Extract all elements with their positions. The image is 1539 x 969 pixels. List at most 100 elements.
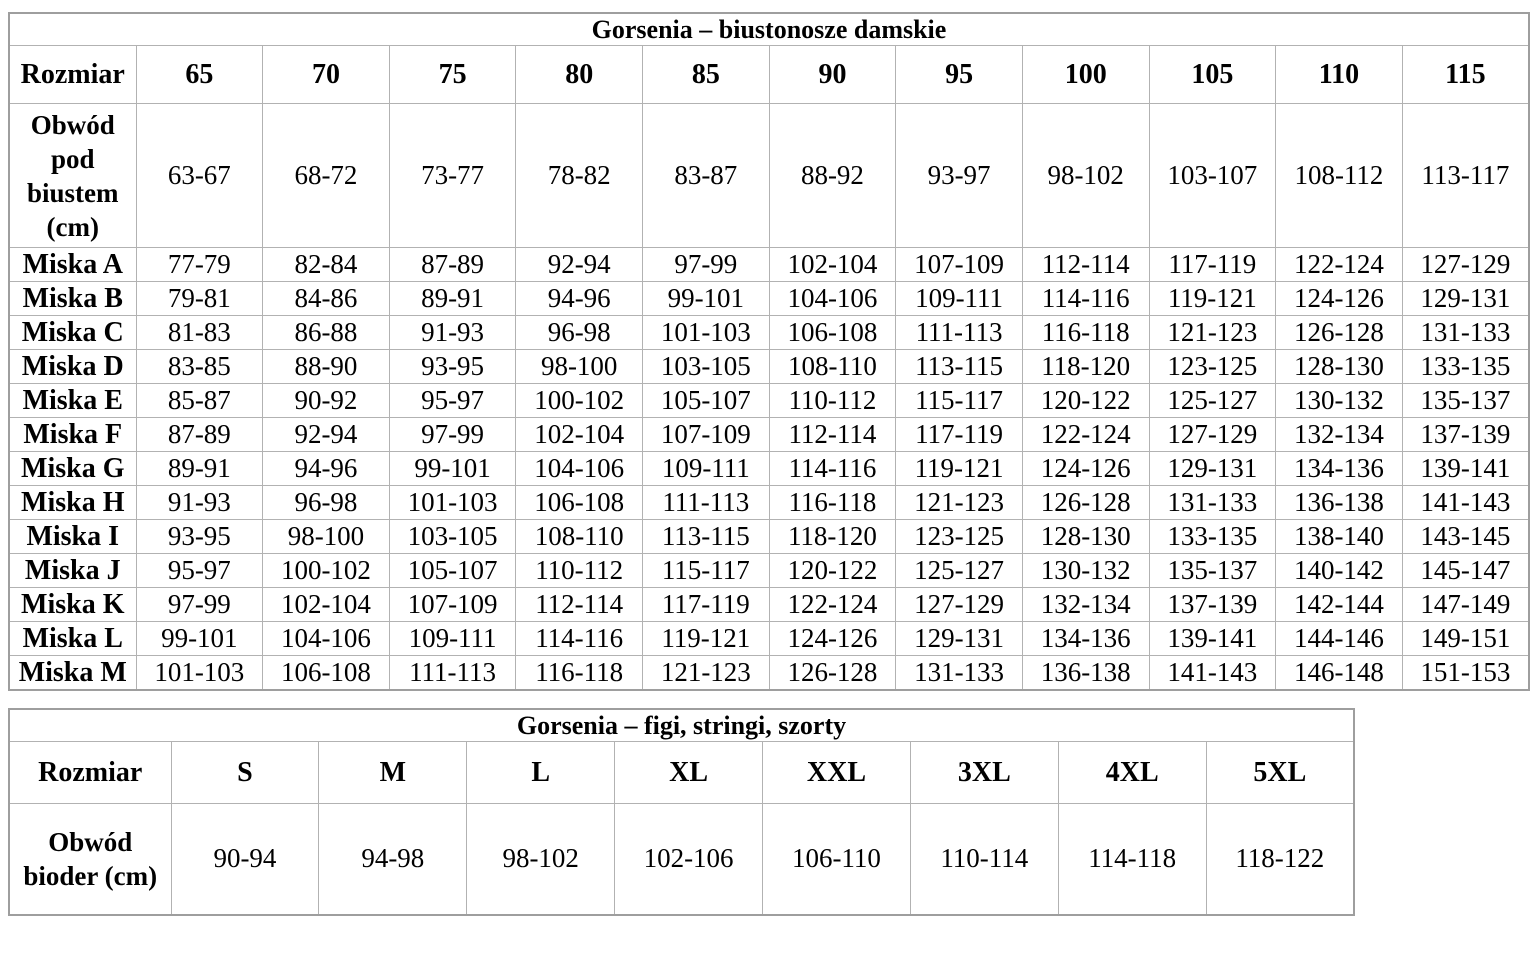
bra-cup-value-cell: 93-95 (388, 349, 517, 385)
bra-cup-value-cell: 94-96 (262, 451, 390, 487)
bra-cup-value-cell: 151-153 (1401, 655, 1530, 691)
bra-cup-row: Miska E 85-87 90-92 95-97 100-102 105-107 110-… (8, 383, 1530, 419)
brief-hip-value-cell: 118-122 (1205, 803, 1355, 916)
bra-cup-value-cell: 126-128 (1021, 485, 1150, 521)
bra-underbust-value-cell: 98-102 (1021, 103, 1150, 248)
bra-cup-row-label: Miska C (8, 315, 137, 351)
bra-cup-value-cell: 88-90 (262, 349, 390, 385)
bra-cup-value-cell: 139-141 (1401, 451, 1530, 487)
bra-cup-row-label: Miska B (8, 281, 137, 317)
bra-cup-value-cell: 95-97 (388, 383, 517, 419)
bra-cup-value-cell: 86-88 (262, 315, 390, 351)
bra-cup-value-cell: 130-132 (1275, 383, 1403, 419)
brief-size-cell: L (466, 741, 616, 805)
bra-underbust-row: Obwód pod biustem (cm) 63-67 68-72 73-77 78… (8, 103, 1530, 248)
bra-cup-value-cell: 96-98 (515, 315, 643, 351)
bra-size-cell: 95 (895, 45, 1023, 104)
bra-underbust-value-cell: 113-117 (1401, 103, 1530, 248)
bra-cup-value-cell: 126-128 (1275, 315, 1403, 351)
bra-size-header-row: Rozmiar 65 70 75 80 85 90 95 100 105 110 115 (8, 45, 1530, 104)
bra-cup-value-cell: 117-119 (895, 417, 1023, 453)
brief-hip-value-cell: 110-114 (909, 803, 1059, 916)
bra-cup-value-cell: 103-105 (642, 349, 770, 385)
bra-cup-row-label: Miska E (8, 383, 137, 419)
bra-cup-value-cell: 126-128 (768, 655, 897, 691)
bra-cup-row: Miska M 101-103 106-108 111-113 116-118 121-1… (8, 655, 1530, 691)
brief-hip-label: Obwód bioder (cm) (8, 803, 172, 916)
bra-cup-value-cell: 122-124 (768, 587, 897, 623)
bra-cup-value-cell: 97-99 (388, 417, 517, 453)
bra-cup-value-cell: 83-85 (135, 349, 264, 385)
bra-cup-value-cell: 117-119 (1148, 246, 1277, 283)
bra-cup-row-label: Miska J (8, 553, 137, 589)
bra-size-cell: 65 (135, 45, 264, 104)
bra-cup-value-cell: 137-139 (1148, 587, 1277, 623)
bra-cup-value-cell: 124-126 (1021, 451, 1150, 487)
bra-cup-value-cell: 77-79 (135, 246, 264, 283)
bra-cup-value-cell: 100-102 (515, 383, 643, 419)
bra-cup-value-cell: 141-143 (1148, 655, 1277, 691)
bra-cup-value-cell: 91-93 (388, 315, 517, 351)
bra-cup-value-cell: 97-99 (135, 587, 264, 623)
bra-cup-value-cell: 119-121 (895, 451, 1023, 487)
bra-cup-value-cell: 112-114 (515, 587, 643, 623)
bra-cup-value-cell: 144-146 (1275, 621, 1403, 657)
bra-cup-value-cell: 122-124 (1021, 417, 1150, 453)
bra-cup-value-cell: 82-84 (262, 246, 390, 283)
bra-cup-value-cell: 99-101 (135, 621, 264, 657)
bra-cup-value-cell: 111-113 (895, 315, 1023, 351)
bra-cup-value-cell: 113-115 (642, 519, 770, 555)
bra-cup-value-cell: 110-112 (515, 553, 643, 589)
bra-size-cell: 90 (768, 45, 897, 104)
bra-cup-row: Miska J 95-97 100-102 105-107 110-112 115-117… (8, 553, 1530, 589)
bra-cup-value-cell: 87-89 (135, 417, 264, 453)
bra-cup-row: Miska B 79-81 84-86 89-91 94-96 99-101 104-106… (8, 281, 1530, 317)
bra-cup-value-cell: 125-127 (1148, 383, 1277, 419)
size-chart-page: Gorsenia – biustonosze damskie Rozmiar 6… (8, 12, 1530, 917)
bra-size-cell: 110 (1275, 45, 1403, 104)
bra-table-title: Gorsenia – biustonosze damskie (8, 12, 1530, 46)
bra-cup-value-cell: 133-135 (1401, 349, 1530, 385)
bra-cup-value-cell: 101-103 (642, 315, 770, 351)
bra-cup-row: Miska A 77-79 82-84 87-89 92-94 97-99 102-104 1… (8, 246, 1530, 283)
bra-cup-value-cell: 112-114 (768, 417, 897, 453)
bra-cup-value-cell: 104-106 (262, 621, 390, 657)
bra-cup-value-cell: 116-118 (515, 655, 643, 691)
bra-cup-value-cell: 149-151 (1401, 621, 1530, 657)
bra-cup-value-cell: 142-144 (1275, 587, 1403, 623)
brief-size-table: Gorsenia – figi, stringi, szorty Rozmiar… (8, 708, 1355, 917)
bra-underbust-value-cell: 103-107 (1148, 103, 1277, 248)
bra-cup-value-cell: 102-104 (515, 417, 643, 453)
bra-cup-row-label: Miska I (8, 519, 137, 555)
brief-hip-value-cell: 102-106 (614, 803, 763, 916)
bra-cup-row: Miska H 91-93 96-98 101-103 106-108 111-113 11… (8, 485, 1530, 521)
bra-cup-value-cell: 95-97 (135, 553, 264, 589)
bra-cup-value-cell: 137-139 (1401, 417, 1530, 453)
bra-cup-value-cell: 105-107 (642, 383, 770, 419)
bra-cup-value-cell: 109-111 (388, 621, 517, 657)
bra-cup-value-cell: 123-125 (895, 519, 1023, 555)
bra-cup-value-cell: 108-110 (515, 519, 643, 555)
bra-cup-value-cell: 127-129 (895, 587, 1023, 623)
bra-cup-value-cell: 130-132 (1021, 553, 1150, 589)
bra-cup-value-cell: 119-121 (1148, 281, 1277, 317)
bra-cup-value-cell: 129-131 (1401, 281, 1530, 317)
bra-cup-value-cell: 116-118 (1021, 315, 1150, 351)
bra-cup-value-cell: 121-123 (642, 655, 770, 691)
bra-cup-value-cell: 84-86 (262, 281, 390, 317)
bra-cup-row: Miska K 97-99 102-104 107-109 112-114 117-119… (8, 587, 1530, 623)
bra-cup-value-cell: 115-117 (895, 383, 1023, 419)
bra-cup-value-cell: 98-100 (262, 519, 390, 555)
bra-cup-value-cell: 147-149 (1401, 587, 1530, 623)
bra-cup-value-cell: 107-109 (388, 587, 517, 623)
bra-cup-value-cell: 97-99 (642, 246, 770, 283)
bra-cup-value-cell: 107-109 (642, 417, 770, 453)
bra-cup-value-cell: 85-87 (135, 383, 264, 419)
bra-cup-value-cell: 106-108 (515, 485, 643, 521)
bra-cup-value-cell: 146-148 (1275, 655, 1403, 691)
bra-cup-value-cell: 89-91 (135, 451, 264, 487)
bra-underbust-value-cell: 63-67 (135, 103, 264, 248)
bra-cup-value-cell: 143-145 (1401, 519, 1530, 555)
brief-size-cell: XL (614, 741, 763, 805)
bra-cup-value-cell: 140-142 (1275, 553, 1403, 589)
